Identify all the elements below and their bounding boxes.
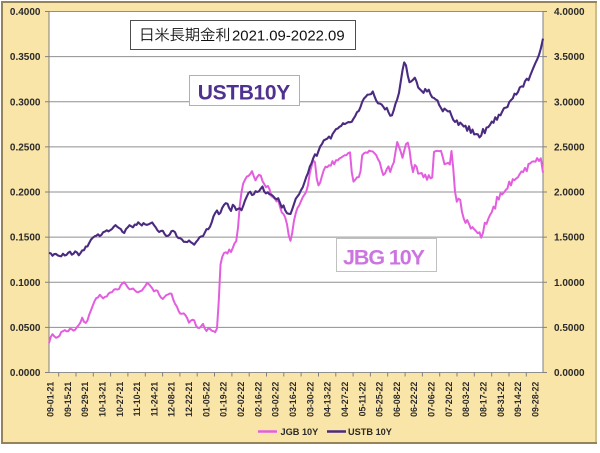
svg-text:09-01-21: 09-01-21 xyxy=(46,382,56,417)
svg-text:0.0000: 0.0000 xyxy=(554,368,585,379)
svg-text:0.3000: 0.3000 xyxy=(10,97,41,108)
svg-text:09-14-22: 09-14-22 xyxy=(513,382,523,417)
svg-text:1.5000: 1.5000 xyxy=(554,233,585,244)
svg-text:01-05-22: 01-05-22 xyxy=(201,382,211,417)
svg-text:08-17-22: 08-17-22 xyxy=(479,382,489,417)
svg-text:0.2000: 0.2000 xyxy=(10,188,41,199)
svg-text:07-06-22: 07-06-22 xyxy=(427,382,437,417)
svg-text:11-24-21: 11-24-21 xyxy=(149,382,159,417)
svg-text:07-20-22: 07-20-22 xyxy=(444,382,454,417)
svg-text:USTB 10Y: USTB 10Y xyxy=(348,427,392,437)
svg-text:09-29-21: 09-29-21 xyxy=(80,382,90,417)
svg-text:04-13-22: 04-13-22 xyxy=(323,382,333,417)
svg-text:3.0000: 3.0000 xyxy=(554,97,585,108)
svg-text:03-02-22: 03-02-22 xyxy=(271,382,281,417)
svg-text:0.0000: 0.0000 xyxy=(10,368,41,379)
svg-text:0.3500: 0.3500 xyxy=(10,52,41,63)
svg-text:10-13-21: 10-13-21 xyxy=(98,382,108,417)
svg-text:04-27-22: 04-27-22 xyxy=(340,382,350,417)
svg-text:4.0000: 4.0000 xyxy=(554,7,585,18)
svg-text:03-30-22: 03-30-22 xyxy=(305,382,315,417)
svg-text:11-10-21: 11-10-21 xyxy=(132,382,142,417)
svg-text:08-31-22: 08-31-22 xyxy=(496,382,506,417)
svg-text:0.0500: 0.0500 xyxy=(10,323,41,334)
svg-text:02-02-22: 02-02-22 xyxy=(236,382,246,417)
svg-text:09-15-21: 09-15-21 xyxy=(63,382,73,417)
svg-text:2021.09-2022.09: 2021.09-2022.09 xyxy=(232,28,345,44)
svg-text:10-27-21: 10-27-21 xyxy=(115,382,125,417)
svg-text:08-03-22: 08-03-22 xyxy=(461,382,471,417)
svg-text:06-22-22: 06-22-22 xyxy=(409,382,419,417)
svg-text:0.4000: 0.4000 xyxy=(10,7,41,18)
svg-text:02-16-22: 02-16-22 xyxy=(253,382,263,417)
svg-text:01-19-22: 01-19-22 xyxy=(219,382,229,417)
svg-text:0.1500: 0.1500 xyxy=(10,233,41,244)
svg-text:JGB 10Y: JGB 10Y xyxy=(281,427,319,437)
svg-text:05-11-22: 05-11-22 xyxy=(357,382,367,417)
svg-text:12-08-21: 12-08-21 xyxy=(167,382,177,417)
svg-text:0.1000: 0.1000 xyxy=(10,278,41,289)
svg-text:06-08-22: 06-08-22 xyxy=(392,382,402,417)
svg-text:JBG 10Y: JBG 10Y xyxy=(343,246,425,270)
svg-text:09-28-22: 09-28-22 xyxy=(531,382,541,417)
svg-text:3.5000: 3.5000 xyxy=(554,52,585,63)
svg-text:2.5000: 2.5000 xyxy=(554,143,585,154)
svg-text:1.0000: 1.0000 xyxy=(554,278,585,289)
svg-text:USTB10Y: USTB10Y xyxy=(198,82,291,105)
svg-text:12-22-21: 12-22-21 xyxy=(184,382,194,417)
svg-text:03-16-22: 03-16-22 xyxy=(288,382,298,417)
svg-text:05-25-22: 05-25-22 xyxy=(375,382,385,417)
svg-text:0.5000: 0.5000 xyxy=(554,323,585,334)
svg-text:2.0000: 2.0000 xyxy=(554,188,585,199)
svg-text:0.2500: 0.2500 xyxy=(10,143,41,154)
